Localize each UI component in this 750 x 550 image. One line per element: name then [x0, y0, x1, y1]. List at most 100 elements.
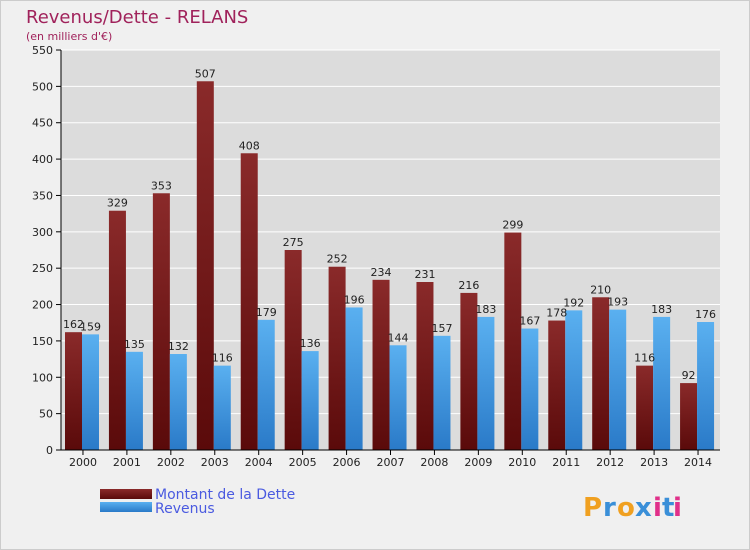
value-label-dette: 329: [107, 197, 128, 210]
bar-dette: [636, 365, 654, 450]
y-tick-label: 350: [32, 189, 53, 202]
x-tick-label: 2007: [377, 456, 405, 469]
value-label-dette: 231: [414, 268, 435, 281]
value-label-dette: 252: [327, 253, 348, 266]
value-label-revenus: 135: [124, 338, 145, 351]
bar-revenus: [389, 345, 407, 450]
legend-swatch-gap: [100, 499, 152, 502]
logo-letter: o: [617, 493, 635, 523]
bar-revenus: [433, 335, 451, 450]
value-label-dette: 353: [151, 179, 172, 192]
bar-revenus: [257, 319, 275, 450]
x-tick-label: 2012: [596, 456, 624, 469]
bar-revenus: [609, 309, 627, 450]
legend-label-dette: Montant de la Dette: [155, 487, 295, 503]
bar-dette: [65, 332, 82, 450]
bar-revenus: [697, 322, 715, 450]
bar-revenus: [125, 351, 143, 450]
logo-letter: t: [662, 493, 674, 523]
legend-swatch-dette: [100, 489, 152, 499]
value-label-dette: 216: [458, 279, 479, 292]
x-tick-label: 2003: [201, 456, 229, 469]
bar-dette: [372, 279, 390, 450]
value-label-dette: 299: [502, 219, 523, 232]
x-tick-label: 2009: [464, 456, 492, 469]
x-tick-label: 2004: [245, 456, 273, 469]
value-label-revenus: 183: [475, 303, 496, 316]
bar-dette: [196, 81, 214, 450]
value-label-revenus: 116: [212, 352, 233, 365]
x-tick-label: 2006: [333, 456, 361, 469]
logo-letter: i: [653, 493, 662, 523]
x-tick-label: 2005: [289, 456, 317, 469]
legend-label-revenus: Revenus: [155, 501, 215, 517]
value-label-revenus: 167: [519, 315, 540, 328]
bar-revenus: [213, 365, 231, 450]
value-label-revenus: 183: [651, 303, 672, 316]
x-tick-label: 2011: [552, 456, 580, 469]
x-tick-label: 2002: [157, 456, 185, 469]
x-tick-label: 2000: [69, 456, 97, 469]
bar-dette: [284, 250, 302, 450]
value-label-revenus: 144: [388, 331, 409, 344]
bar-revenus: [477, 316, 495, 450]
value-label-revenus: 179: [256, 306, 277, 319]
bar-dette: [504, 232, 522, 450]
y-tick-label: 0: [46, 444, 53, 457]
value-label-revenus: 159: [80, 320, 101, 333]
bar-dette: [460, 292, 478, 450]
x-tick-label: 2001: [113, 456, 141, 469]
bar-dette: [152, 193, 170, 451]
value-label-dette: 408: [239, 139, 260, 152]
bars: [65, 81, 715, 451]
chart-title: Revenus/Dette - RELANS: [26, 7, 248, 28]
logo-letter: r: [603, 493, 616, 523]
value-label-dette: 178: [546, 307, 567, 320]
x-tick-label: 2013: [640, 456, 668, 469]
bar-dette: [108, 210, 126, 450]
value-label-revenus: 192: [563, 296, 584, 309]
bar-revenus: [521, 328, 539, 450]
y-tick-label: 150: [32, 335, 53, 348]
y-tick-label: 400: [32, 153, 53, 166]
legend-swatch-revenus: [100, 502, 152, 512]
bar-revenus: [169, 354, 187, 450]
x-tick-label: 2010: [508, 456, 536, 469]
y-tick-label: 450: [32, 117, 53, 130]
value-label-revenus: 196: [344, 293, 365, 306]
value-label-dette: 234: [371, 266, 392, 279]
value-label-dette: 507: [195, 67, 216, 80]
bar-dette: [548, 320, 566, 450]
y-tick-label: 50: [39, 408, 53, 421]
x-tick-label: 2014: [684, 456, 712, 469]
value-label-revenus: 193: [607, 296, 628, 309]
value-label-revenus: 157: [431, 322, 452, 335]
bar-dette: [680, 383, 698, 450]
axes: 0 50 100 150 200 250 300 350 400 450 500 550 2000 200…: [32, 44, 720, 469]
bar-revenus: [301, 351, 319, 450]
bar-revenus: [565, 310, 583, 450]
y-tick-label: 100: [32, 371, 53, 384]
y-tick-label: 550: [32, 44, 53, 57]
value-label-dette: 162: [63, 318, 84, 331]
logo-letter: x: [635, 493, 652, 523]
value-label-dette: 275: [283, 236, 304, 249]
bar-dette: [240, 153, 258, 451]
bar-dette: [592, 297, 610, 450]
y-tick-label: 200: [32, 299, 53, 312]
y-tick-label: 250: [32, 262, 53, 275]
value-label-dette: 210: [590, 283, 611, 296]
chart-subtitle: (en milliers d'€): [26, 30, 112, 43]
y-tick-label: 300: [32, 226, 53, 239]
bar-revenus: [345, 307, 363, 450]
logo-letter: P: [583, 493, 602, 523]
logo-letter: i: [673, 493, 682, 523]
value-label-revenus: 176: [695, 308, 716, 321]
value-label-dette: 92: [682, 369, 696, 382]
bar-dette: [416, 282, 434, 450]
y-tick-label: 500: [32, 80, 53, 93]
bar-revenus: [82, 334, 99, 450]
